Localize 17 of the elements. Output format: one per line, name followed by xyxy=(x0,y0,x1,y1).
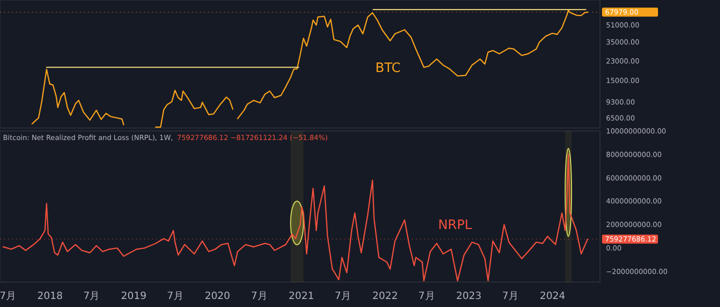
line-series xyxy=(2,154,588,282)
x-tick-label: 7月 xyxy=(0,291,16,302)
x-tick-label: 2019 xyxy=(120,291,146,302)
x-tick-label: 7月 xyxy=(334,291,352,302)
x-tick-label: 2021 xyxy=(288,291,314,302)
x-tick-label: 2018 xyxy=(37,291,63,302)
x-tick-label: 7月 xyxy=(83,291,100,302)
x-tick-label: 7月 xyxy=(250,291,268,302)
x-tick-label: 2024 xyxy=(540,291,566,302)
x-tick-label: 2020 xyxy=(204,291,230,302)
annotation: NRPL xyxy=(438,218,473,233)
x-tick-label: 2022 xyxy=(372,291,398,302)
annotation: BTC xyxy=(375,61,401,76)
x-tick-label: 7月 xyxy=(167,291,184,302)
x-tick-label: 2023 xyxy=(456,291,482,302)
x-tick-label: 7月 xyxy=(418,291,435,302)
x-tick-label: 7月 xyxy=(502,291,519,302)
